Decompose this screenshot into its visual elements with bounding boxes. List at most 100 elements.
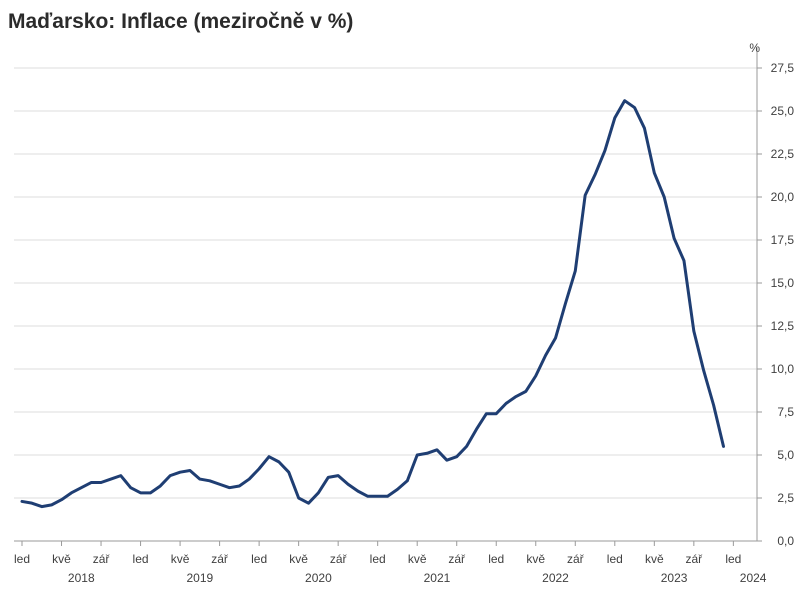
x-tick-label: kvě	[289, 552, 308, 566]
y-tick-label: 17,5	[771, 233, 795, 247]
data-point	[30, 502, 33, 505]
x-year-label: 2020	[305, 571, 332, 585]
y-tick-label: 20,0	[771, 190, 795, 204]
x-tick-label: kvě	[526, 552, 545, 566]
data-point	[485, 412, 488, 415]
y-tick-label: 12,5	[771, 319, 795, 333]
data-point	[40, 505, 43, 508]
data-point	[455, 455, 458, 458]
data-point	[139, 491, 142, 494]
data-point	[238, 484, 241, 487]
data-point	[554, 337, 557, 340]
data-point	[712, 404, 715, 407]
data-point	[524, 390, 527, 393]
x-year-label: 2022	[542, 571, 569, 585]
data-point	[544, 354, 547, 357]
x-tick-label: led	[14, 552, 30, 566]
data-point	[722, 445, 725, 448]
y-tick-label: 25,0	[771, 104, 795, 118]
x-axis: led kvě zář led kvě zář led kvě zář led kvě zář led k…	[14, 541, 767, 585]
data-point	[623, 99, 626, 102]
y-tick-label: 2,5	[777, 491, 794, 505]
data-point	[119, 474, 122, 477]
data-point	[287, 471, 290, 474]
x-year-label: 2021	[424, 571, 451, 585]
data-point	[356, 490, 359, 493]
data-point	[534, 374, 537, 377]
data-point	[594, 173, 597, 176]
x-tick-label: zář	[330, 552, 348, 566]
chart-title: Maďarsko: Inflace (meziročně v %)	[8, 10, 354, 33]
data-point	[366, 495, 369, 498]
x-tick-label: led	[725, 552, 741, 566]
data-point	[159, 484, 162, 487]
x-tick-label: kvě	[171, 552, 190, 566]
x-year-label: 2019	[186, 571, 213, 585]
data-point	[426, 452, 429, 455]
y-tick-label: 15,0	[771, 276, 795, 290]
data-point	[169, 474, 172, 477]
data-point	[70, 491, 73, 494]
data-point	[317, 491, 320, 494]
y-tick-label: 5,0	[777, 448, 794, 462]
data-point	[327, 476, 330, 479]
data-point	[682, 259, 685, 262]
data-point	[179, 471, 182, 474]
data-point	[673, 237, 676, 240]
data-point	[80, 486, 83, 489]
x-tick-label: zář	[567, 552, 585, 566]
data-point	[564, 302, 567, 305]
data-point	[663, 196, 666, 199]
data-point	[90, 481, 93, 484]
data-point	[307, 502, 310, 505]
x-tick-label: led	[488, 552, 504, 566]
series-line	[20, 99, 725, 509]
series-layer	[20, 99, 725, 509]
x-tick-label: zář	[211, 552, 229, 566]
x-tick-label: zář	[448, 552, 466, 566]
y-tick-label: 10,0	[771, 362, 795, 376]
x-tick-label: led	[607, 552, 623, 566]
data-point	[653, 171, 656, 174]
x-tick-label: kvě	[645, 552, 664, 566]
x-tick-label: kvě	[408, 552, 427, 566]
x-year-label: 2023	[661, 571, 688, 585]
data-point	[277, 460, 280, 463]
data-point	[584, 194, 587, 197]
data-point	[396, 488, 399, 491]
data-point	[613, 116, 616, 119]
data-point	[376, 495, 379, 498]
data-point	[515, 395, 518, 398]
y-tick-label: 22,5	[771, 147, 795, 161]
data-point	[258, 467, 261, 470]
data-point	[475, 428, 478, 431]
data-point	[268, 455, 271, 458]
data-point	[218, 483, 221, 486]
data-point	[495, 412, 498, 415]
x-year-label: 2024	[740, 571, 767, 585]
y-tick-label: 7,5	[777, 405, 794, 419]
data-point	[465, 445, 468, 448]
y-tick-label: 0,0	[777, 534, 794, 548]
x-tick-label: zář	[93, 552, 111, 566]
data-point	[100, 481, 103, 484]
data-point	[347, 483, 350, 486]
y-tick-label: 27,5	[771, 61, 795, 75]
data-point	[21, 500, 24, 503]
data-point	[702, 369, 705, 372]
data-point	[505, 402, 508, 405]
gridlines	[14, 67, 757, 542]
data-point	[297, 497, 300, 500]
data-point	[198, 478, 201, 481]
x-tick-label: led	[133, 552, 149, 566]
data-point	[337, 474, 340, 477]
data-point	[208, 479, 211, 482]
data-point	[188, 469, 191, 472]
data-point	[643, 127, 646, 130]
data-point	[109, 478, 112, 481]
x-tick-label: zář	[686, 552, 704, 566]
data-point	[228, 486, 231, 489]
x-tick-label: led	[251, 552, 267, 566]
y-unit-label: %	[749, 41, 760, 55]
